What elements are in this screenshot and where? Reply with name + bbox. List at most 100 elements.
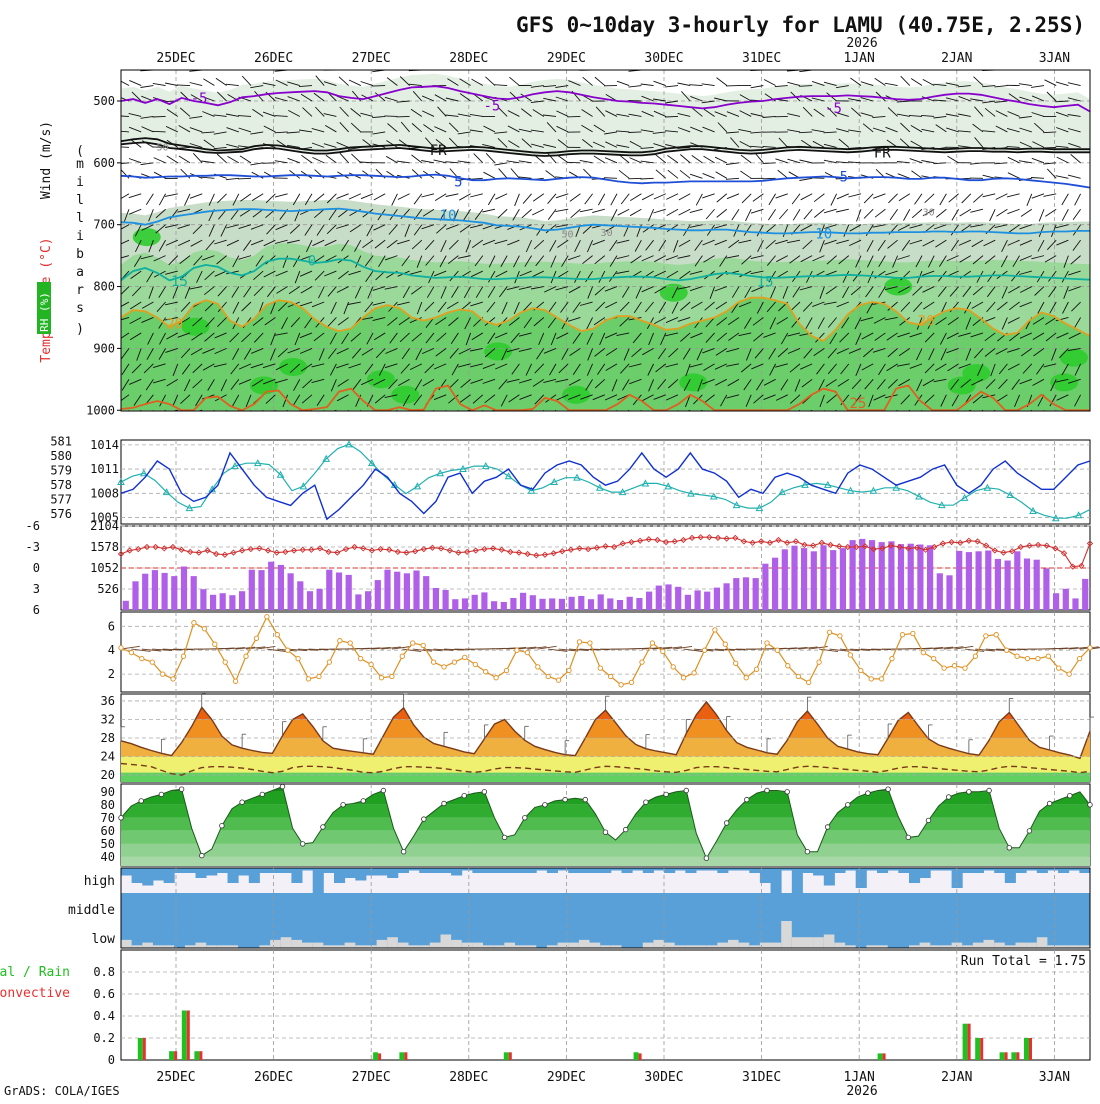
cape-bar <box>937 573 943 610</box>
wind-speed-point <box>161 672 165 676</box>
cape-bar <box>1053 593 1059 610</box>
wind-speed-point <box>973 654 977 658</box>
cloud-low-bar <box>259 921 270 948</box>
cloud-low-fill <box>313 943 324 948</box>
rh-moist-cell <box>679 373 707 391</box>
wind-frame <box>121 612 1090 692</box>
rh-point <box>341 803 346 808</box>
x-tick-bottom-30DEC: 30DEC <box>644 1070 683 1085</box>
lifted-tick: 6 <box>33 603 40 617</box>
cloud-low-bar <box>217 921 228 948</box>
cape-bar <box>675 587 681 610</box>
wind-speed-point <box>233 679 237 683</box>
cape-bar <box>365 591 371 610</box>
rh-point <box>805 849 810 854</box>
cloud-high-bar <box>803 868 814 873</box>
cape-bar <box>811 551 817 610</box>
cloud-middle-bar <box>563 893 574 921</box>
cloud-low-fill <box>462 943 473 948</box>
wind-speed-point <box>1077 656 1081 660</box>
cloud-middle-bar <box>606 893 617 921</box>
cloud-middle-bar <box>521 893 532 921</box>
wind-speed-point <box>598 666 602 670</box>
wind-speed-point <box>609 674 613 678</box>
cloud-high-bar <box>1016 868 1027 873</box>
cloud-middle-bar <box>753 893 764 921</box>
cape-bar <box>578 596 584 610</box>
upper-wind-barb <box>575 410 580 422</box>
cloud-high-bar <box>270 868 281 873</box>
upper-wind-barb <box>912 62 922 70</box>
rh-point <box>825 825 830 830</box>
wind-speed-point <box>952 664 956 668</box>
cape-bar <box>404 573 410 610</box>
wind-speed-point <box>911 631 915 635</box>
cape-bar <box>627 597 633 610</box>
millibars-letter: b <box>76 247 84 262</box>
precip-tick-0.2: 0.2 <box>93 1031 115 1045</box>
cape-bar <box>384 570 390 610</box>
cloud-low-bar <box>877 921 888 948</box>
isotherm-label-FR: FR <box>430 143 447 159</box>
cloud-high-bar <box>920 868 931 878</box>
rh-point <box>1088 803 1093 808</box>
wind-speed-point <box>807 680 811 684</box>
cloud-middle-bar <box>258 893 269 921</box>
precip-tick-0.8: 0.8 <box>93 965 115 979</box>
thickness-frame <box>121 440 1090 524</box>
cloud-middle-bar <box>995 893 1006 921</box>
rh-point <box>523 816 528 821</box>
wind-speed-point <box>650 641 654 645</box>
x-tick-bottom-31DEC: 31DEC <box>742 1070 781 1085</box>
cloud-high-bar <box>824 868 835 886</box>
thickness-tick-581: 581 <box>50 434 72 448</box>
upper-wind-barb <box>148 410 153 422</box>
cloud-high-bar <box>196 868 207 878</box>
rh-point <box>967 790 972 795</box>
cloud-middle-bar <box>300 893 311 921</box>
wind-speed-point <box>452 660 456 664</box>
thickness-tick-579: 579 <box>50 463 72 477</box>
rh-point <box>1027 829 1032 834</box>
cloud-middle-bar <box>1080 893 1091 921</box>
cape-bar <box>598 594 604 610</box>
cloud-middle-bar <box>669 893 680 921</box>
rh-point <box>987 788 992 793</box>
x-tick-top-28DEC: 28DEC <box>449 51 488 66</box>
cloud-middle-bar <box>1058 893 1069 921</box>
wind-speed-point <box>192 621 196 625</box>
wind-speed-point <box>984 634 988 638</box>
rh-point <box>240 800 245 805</box>
cloud-low-bar <box>685 921 696 948</box>
rh-point <box>1068 793 1073 798</box>
millibars-letter: s <box>76 301 84 316</box>
cloud-high-bar <box>121 868 132 876</box>
upper-wind-barb <box>219 410 227 420</box>
cloud-high-bar <box>504 868 515 873</box>
upper-wind-barb <box>1009 62 1020 70</box>
upper-wind-barb <box>632 410 641 419</box>
millibars-letter: r <box>76 283 84 298</box>
rh-tick-60: 60 <box>101 824 115 838</box>
upper-wind-barb <box>254 410 263 419</box>
upper-wind-barb <box>769 410 776 421</box>
cape-bar <box>423 576 429 610</box>
cloud-low-fill <box>472 943 483 948</box>
precip-convective-bar <box>639 1053 642 1060</box>
isotherm-label-15: 15 <box>171 274 188 290</box>
cloud-high-bar <box>259 868 270 873</box>
cloud-high-bar <box>547 868 558 873</box>
lifted-tick: -6 <box>26 519 40 533</box>
wind-speed-point <box>681 676 685 680</box>
rh-point <box>664 792 669 797</box>
cape-bar <box>1082 579 1088 610</box>
cloud-middle-bar <box>1048 893 1059 921</box>
cape-bar <box>278 565 284 610</box>
wind-speed-point <box>473 662 477 666</box>
cape-bar <box>1063 589 1069 610</box>
cape-bar <box>317 589 323 610</box>
cloud-middle-bar <box>416 893 427 921</box>
cloud-middle-bar <box>690 893 701 921</box>
